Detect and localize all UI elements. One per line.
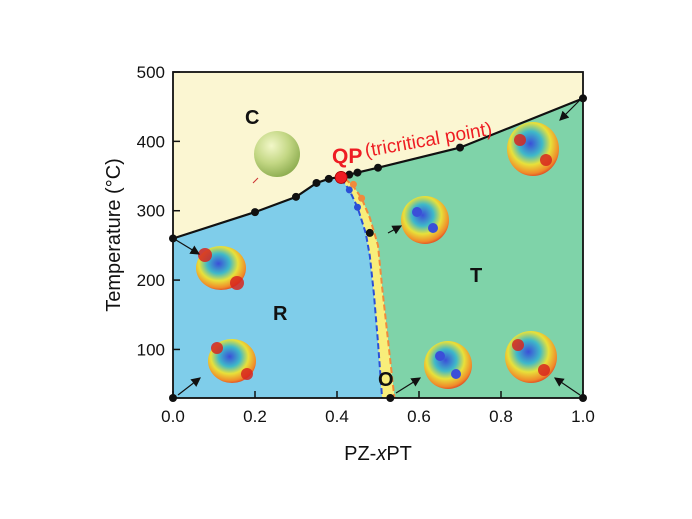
cubic-sphere-illustration [252,131,300,184]
region-label-orthorhombic: O [378,369,394,391]
curie-boundary-line [172,97,584,240]
x-tick-label: 1.0 [571,407,595,426]
illustration-pointer-arrows [175,99,581,396]
tricritical-point-marker [334,171,348,184]
y-tick-label: 100 [137,340,165,359]
energy-surface-t-illustration [507,122,559,176]
x-axis-title: PZ-xPT [344,443,412,465]
y-tick-label: 200 [137,271,165,290]
energy-surface-o-illustration [424,341,472,389]
r-o-data-point [345,186,353,194]
y-axis-ticks: 100 200 300 400 500 [137,63,180,359]
x-tick-label: 0.0 [161,407,185,426]
boundary-data-point [353,168,362,177]
boundary-data-point [251,208,259,217]
r-o-boundary-points [345,186,361,211]
x-axis-ticks: 0.0 0.2 0.4 0.6 0.8 1.0 [161,391,595,426]
energy-surface-r-illustration [196,246,246,290]
region-label-rhombohedral: R [273,303,288,325]
boundary-data-point [312,178,321,187]
y-tick-label: 300 [137,202,165,221]
qp-label: QP [332,145,362,168]
energy-surface-r-low-illustration [208,339,256,383]
boundary-data-point [292,192,300,201]
region-label-cubic: C [245,107,259,129]
cubic-region [173,72,583,239]
x-tick-label: 0.2 [243,407,267,426]
plot-frame [172,71,584,399]
r-o-boundary-line [340,178,384,399]
y-tick-label: 400 [137,132,165,151]
o-t-boundary-line [344,178,396,399]
o-t-boundary-points [349,180,366,202]
boundary-data-point [456,143,464,152]
energy-surface-t-low-illustration [505,331,557,383]
o-t-data-point [349,180,357,188]
x-tick-label: 0.6 [407,407,431,426]
boundary-data-point [374,163,382,172]
boundary-data-point [365,228,374,237]
r-o-data-point [354,203,361,211]
orthorhombic-region [341,178,395,398]
region-label-tetragonal: T [470,265,482,287]
x-tick-label: 0.4 [325,407,349,426]
x-tick-label: 0.8 [489,407,513,426]
y-tick-label: 500 [137,63,165,82]
energy-surface-boundary-illustration [401,196,449,244]
o-t-data-point [358,194,366,202]
y-axis-title: Temperature (°C) [103,158,125,312]
boundary-data-point [324,174,333,183]
